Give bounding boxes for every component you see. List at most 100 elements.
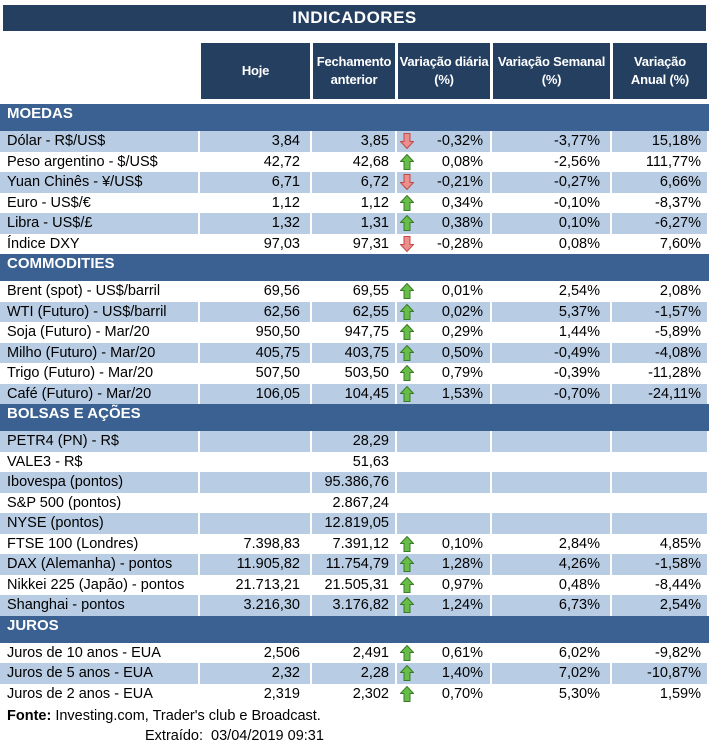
variacao-diaria-value: 0,10% <box>441 535 483 552</box>
row-label: Índice DXY <box>7 235 80 252</box>
table-row: VALE3 - R$ 51,63 <box>0 451 709 472</box>
variacao-anual-value <box>610 451 707 472</box>
variacao-diaria-value: 0,02% <box>441 303 483 320</box>
up-arrow-icon <box>399 153 415 170</box>
fechamento-anterior-value: 11.754,79 <box>310 554 395 575</box>
variacao-semanal-value: 5,37% <box>490 301 610 322</box>
variacao-diaria-cell <box>395 472 490 493</box>
hoje-value: 507,50 <box>198 363 310 384</box>
row-label: VALE3 - R$ <box>7 453 83 470</box>
variacao-anual-value: 15,18% <box>610 131 707 152</box>
up-arrow-icon <box>399 282 415 299</box>
variacao-semanal-value: 0,08% <box>490 233 610 254</box>
variacao-semanal-value <box>490 431 610 452</box>
hoje-value: 97,03 <box>198 233 310 254</box>
fechamento-anterior-value: 69,55 <box>310 281 395 302</box>
hoje-value: 2,319 <box>198 683 310 704</box>
source-line: Fonte: Investing.com, Trader's club e Br… <box>7 708 709 725</box>
variacao-diaria-cell: 0,50% <box>395 342 490 363</box>
fechamento-anterior-value: 62,55 <box>310 301 395 322</box>
column-header-fechamento: Fechamento anterior <box>310 43 395 99</box>
variacao-semanal-value <box>490 472 610 493</box>
up-arrow-icon <box>399 685 415 702</box>
row-label: FTSE 100 (Londres) <box>7 535 139 552</box>
variacao-diaria-value: 0,34% <box>441 194 483 211</box>
fechamento-anterior-value: 97,31 <box>310 233 395 254</box>
hoje-value: 3,84 <box>198 131 310 152</box>
variacao-semanal-value: 0,48% <box>490 574 610 595</box>
fechamento-anterior-value: 6,72 <box>310 172 395 193</box>
variacao-diaria-cell: 0,01% <box>395 281 490 302</box>
variacao-diaria-cell <box>395 431 490 452</box>
column-header-variacao-diaria: Variação diária (%) <box>395 43 490 99</box>
table-row: WTI (Futuro) - US$/barril 62,56 62,55 0,02%… <box>0 301 709 322</box>
variacao-semanal-value: 5,30% <box>490 683 610 704</box>
variacao-semanal-value: -0,49% <box>490 342 610 363</box>
row-label: Soja (Futuro) - Mar/20 <box>7 324 150 340</box>
variacao-anual-value: -9,82% <box>610 642 707 663</box>
table-row: Dólar - R$/US$ 3,84 3,85 -0,32% -3,77% 15,18% <box>0 131 709 152</box>
page-title: INDICADORES <box>3 5 706 31</box>
table-row: Libra - US$/£ 1,32 1,31 0,38% 0,10% -6,27% <box>0 213 709 234</box>
variacao-diaria-value: -0,32% <box>437 133 483 149</box>
column-header-row: Hoje Fechamento anterior Variação diária… <box>0 43 709 99</box>
table-row: Yuan Chinês - ¥/US$ 6,71 6,72 -0,21% -0,27% 6… <box>0 172 709 193</box>
table-row: Juros de 2 anos - EUA 2,319 2,302 0,70% 5,30… <box>0 683 709 704</box>
variacao-semanal-value: -0,39% <box>490 363 610 384</box>
hoje-value <box>198 451 310 472</box>
variacao-diaria-cell: 1,40% <box>395 663 490 684</box>
table-row: PETR4 (PN) - R$ 28,29 <box>0 431 709 452</box>
up-arrow-icon <box>399 385 415 402</box>
table-row: Brent (spot) - US$/barril 69,56 69,55 0,01%… <box>0 281 709 302</box>
fechamento-anterior-value: 503,50 <box>310 363 395 384</box>
table-row: Café (Futuro) - Mar/20 106,05 104,45 1,53% -… <box>0 383 709 404</box>
variacao-anual-value: 2,08% <box>610 281 707 302</box>
row-label: DAX (Alemanha) - pontos <box>0 554 198 575</box>
source-label: Fonte: <box>7 708 52 724</box>
section-header: MOEDAS <box>0 104 709 131</box>
variacao-anual-value: 2,54% <box>610 595 707 616</box>
variacao-diaria-cell: -0,21% <box>395 172 490 193</box>
variacao-diaria-cell: -0,32% <box>395 131 490 152</box>
variacao-diaria-cell: 0,70% <box>395 683 490 704</box>
table-row: Euro - US$/€ 1,12 1,12 0,34% -0,10% -8,37% <box>0 192 709 213</box>
hoje-value: 106,05 <box>198 383 310 404</box>
hoje-value <box>198 431 310 452</box>
variacao-semanal-value: -0,10% <box>490 192 610 213</box>
row-label: Brent (spot) - US$/barril <box>7 283 161 299</box>
fechamento-anterior-value: 7.391,12 <box>310 533 395 554</box>
fechamento-anterior-value: 51,63 <box>310 451 395 472</box>
hoje-value: 6,71 <box>198 172 310 193</box>
up-arrow-icon <box>399 323 415 340</box>
table-row: Peso argentino - $/US$ 42,72 42,68 0,08% -2,… <box>0 151 709 172</box>
variacao-diaria-cell: 1,28% <box>395 554 490 575</box>
variacao-semanal-value: -0,70% <box>490 383 610 404</box>
variacao-diaria-cell: 0,34% <box>395 192 490 213</box>
variacao-diaria-cell: 0,61% <box>395 642 490 663</box>
row-label: Shanghai - pontos <box>0 595 198 616</box>
fechamento-anterior-value: 42,68 <box>310 151 395 172</box>
extracted-line: Extraído: 03/04/2019 09:31 <box>145 728 709 745</box>
variacao-diaria-value: 1,28% <box>441 556 483 572</box>
row-label: Trigo (Futuro) - Mar/20 <box>7 365 154 381</box>
row-label: Juros de 5 anos - EUA <box>0 663 198 684</box>
table-row: S&P 500 (pontos) 2.867,24 <box>0 492 709 513</box>
variacao-anual-value: 6,66% <box>610 172 707 193</box>
table-row: Ibovespa (pontos) 95.386,76 <box>0 472 709 493</box>
down-arrow-icon <box>399 235 415 252</box>
variacao-semanal-value <box>490 513 610 534</box>
hoje-value: 950,50 <box>198 322 310 343</box>
fechamento-anterior-value: 1,12 <box>310 192 395 213</box>
section-header: BOLSAS E AÇÕES <box>0 404 709 431</box>
variacao-diaria-value: 1,53% <box>441 385 483 402</box>
variacao-semanal-value: -0,27% <box>490 172 610 193</box>
up-arrow-icon <box>399 344 415 361</box>
fechamento-anterior-value: 1,31 <box>310 213 395 234</box>
hoje-value: 405,75 <box>198 342 310 363</box>
variacao-diaria-cell: -0,28% <box>395 233 490 254</box>
variacao-diaria-cell: 0,38% <box>395 213 490 234</box>
variacao-anual-value: 7,60% <box>610 233 707 254</box>
variacao-semanal-value: -3,77% <box>490 131 610 152</box>
variacao-anual-value: -5,89% <box>610 322 707 343</box>
table-row: DAX (Alemanha) - pontos 11.905,82 11.754,7… <box>0 554 709 575</box>
